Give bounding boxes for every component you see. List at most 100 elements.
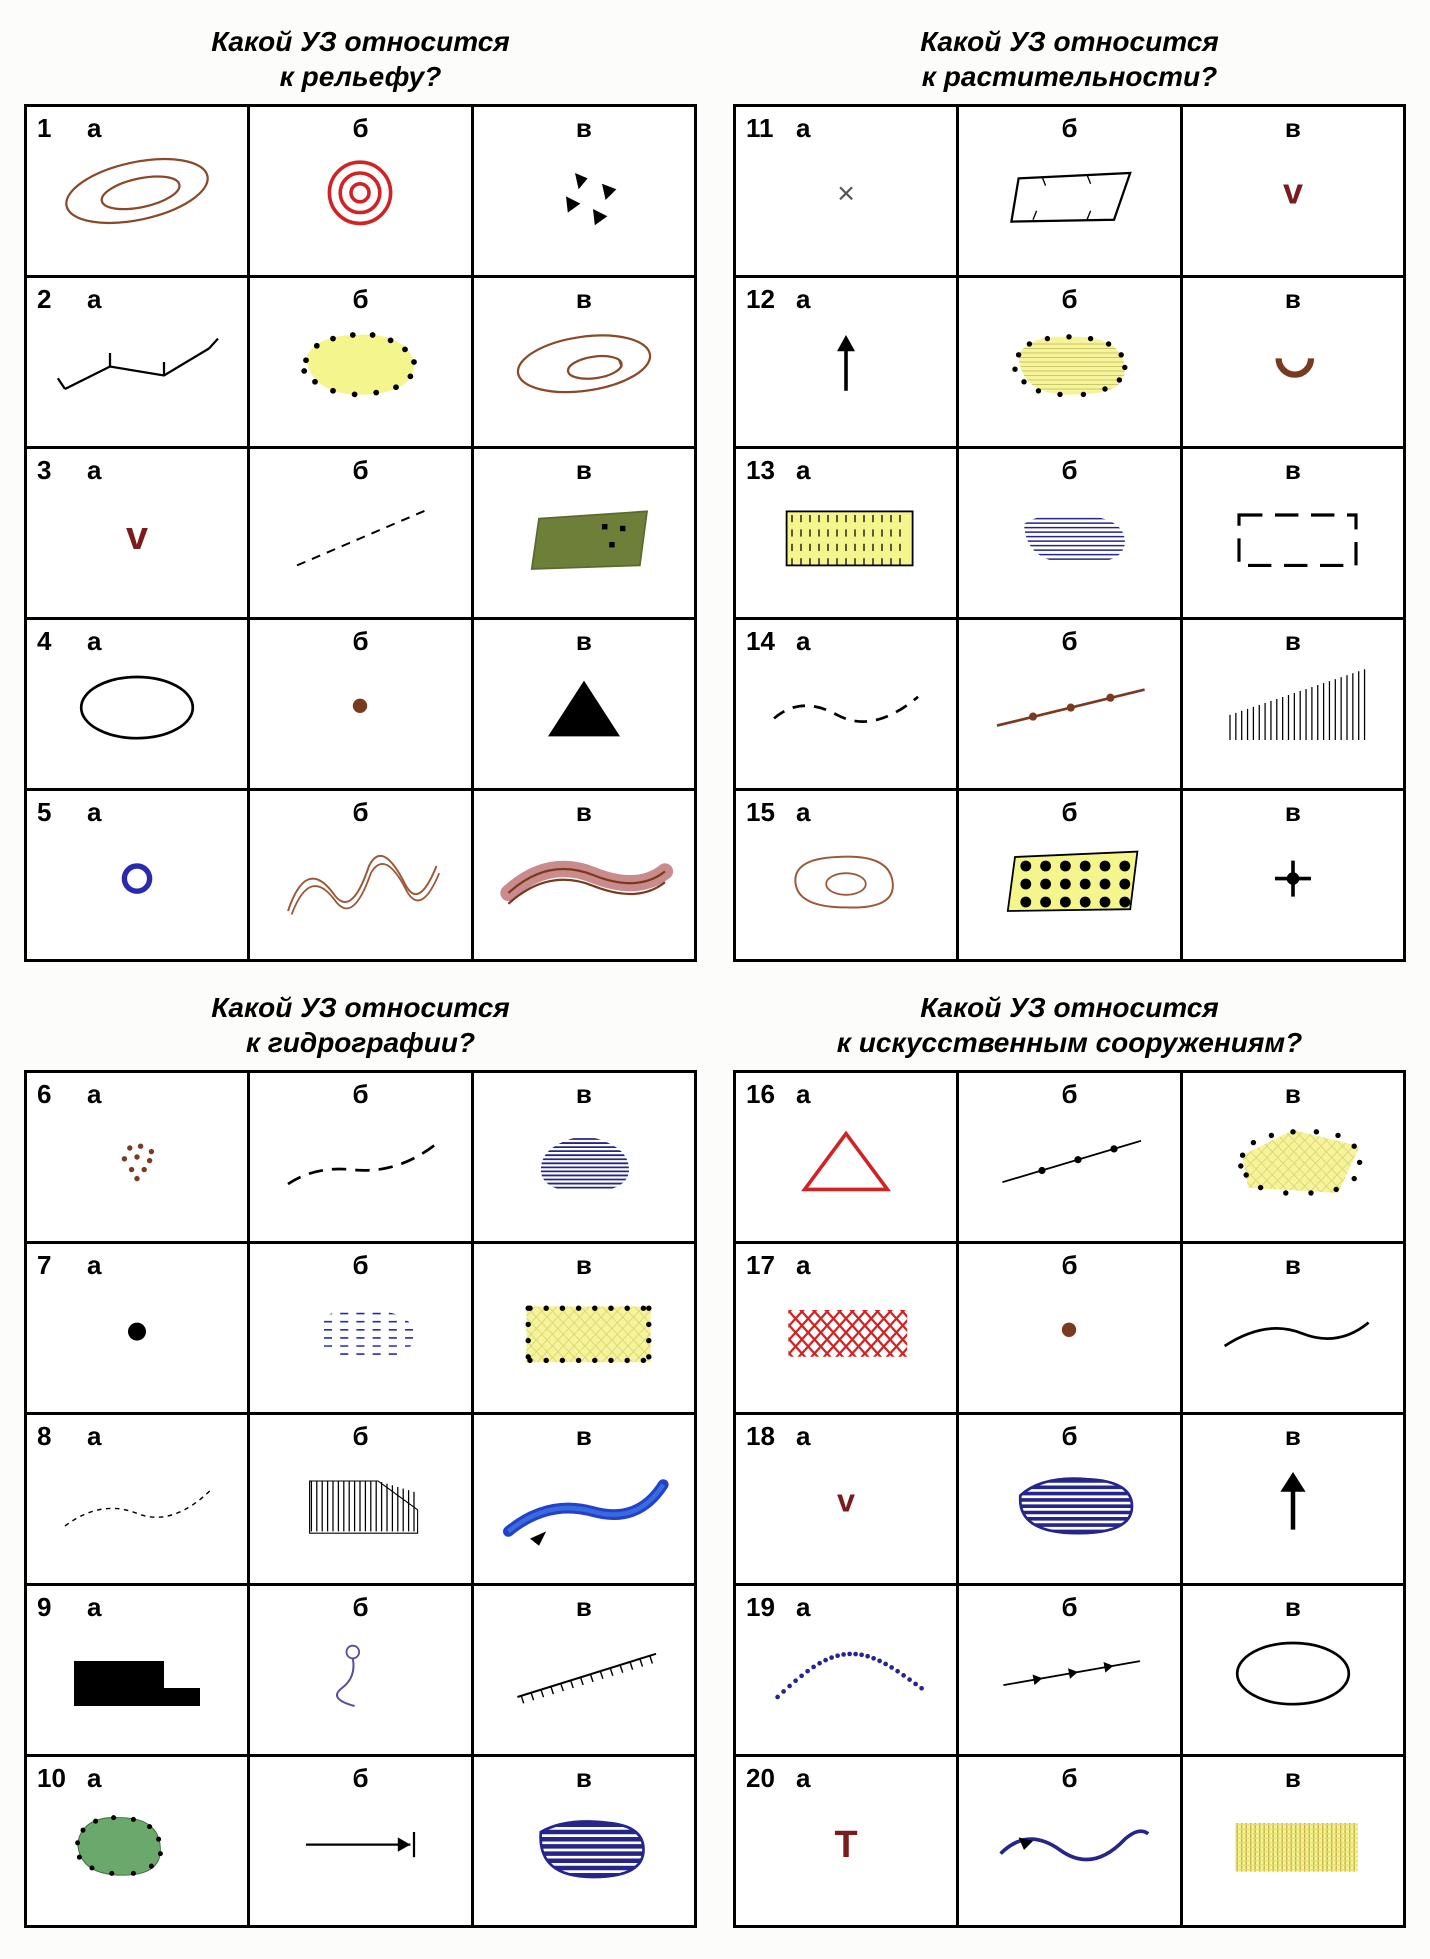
symbol-svg	[494, 478, 674, 588]
symbol-brown-dot-small	[959, 1244, 1179, 1412]
answer-cell: 17а	[735, 1243, 958, 1414]
symbol-svg	[494, 1273, 674, 1383]
symbol-blue-hstripe-spade	[474, 1073, 694, 1241]
symbol-svg	[270, 1786, 450, 1896]
symbol-blue-ring	[27, 791, 247, 959]
quadrant: Какой УЗ относится к растительности?11а×…	[733, 24, 1406, 962]
symbol-dashed-rect	[1183, 449, 1403, 617]
symbol-line-arrowheads	[959, 1586, 1179, 1754]
table-row: 15а бв	[735, 790, 1405, 961]
answer-cell: б	[958, 619, 1181, 790]
symbol-svg	[494, 1615, 674, 1725]
answer-cell: б	[249, 790, 472, 961]
answer-cell: б	[958, 1414, 1181, 1585]
quadrant-title: Какой УЗ относится к рельефу?	[24, 24, 697, 94]
answer-cell: 3аv	[26, 448, 249, 619]
answer-cell: 12а	[735, 277, 958, 448]
symbol-brown-v-small: v	[736, 1415, 956, 1583]
symbol-svg	[270, 136, 450, 246]
answer-cell: в	[1181, 448, 1404, 619]
symbol-svg: v	[1203, 136, 1383, 246]
symbol-outline-trapezoid-ticks	[959, 107, 1179, 275]
answer-cell: 13а	[735, 448, 958, 619]
svg-text:v: v	[126, 514, 148, 558]
symbol-svg	[494, 649, 674, 759]
symbol-black-ellipse-outline	[1183, 1586, 1403, 1754]
symbol-brown-line-dots	[959, 620, 1179, 788]
symbol-svg	[1203, 1786, 1383, 1896]
symbol-svg	[979, 820, 1159, 930]
table-row: 9абв	[26, 1585, 696, 1756]
symbol-svg	[494, 1102, 674, 1212]
answer-cell: в	[472, 1072, 695, 1243]
symbol-brown-dot-small	[250, 620, 470, 788]
table-row: 3аvбв	[26, 448, 696, 619]
symbol-svg	[494, 307, 674, 417]
symbol-black-arrow-up-thick	[1183, 1415, 1403, 1583]
quadrant-title: Какой УЗ относится к растительности?	[733, 24, 1406, 94]
answer-cell: 4а	[26, 619, 249, 790]
answer-cell: б	[958, 106, 1181, 277]
symbol-svg: v	[756, 1444, 936, 1554]
symbol-svg	[270, 1615, 450, 1725]
symbol-svg	[756, 1615, 936, 1725]
symbol-red-crosshatch-rect	[736, 1244, 956, 1412]
symbol-svg	[979, 649, 1159, 759]
answer-cell: б	[249, 1756, 472, 1927]
symbol-svg	[979, 136, 1159, 246]
table-row: 8абв	[26, 1414, 696, 1585]
answer-cell: б	[249, 106, 472, 277]
question-grid: 11а×б вv12аб в13абв14аб в15а бв	[733, 104, 1406, 962]
symbol-svg	[270, 1444, 450, 1554]
answer-cell: 7а	[26, 1243, 249, 1414]
symbol-blue-river-arrow	[474, 1415, 694, 1583]
answer-cell: в	[1181, 1072, 1404, 1243]
symbol-svg	[47, 820, 227, 930]
answer-cell: в	[1181, 790, 1404, 961]
symbol-yellow-quad-dots	[1183, 1073, 1403, 1241]
symbol-blue-dash-cloud	[250, 1244, 470, 1412]
symbol-fine-dashed-curve	[27, 1415, 247, 1583]
answer-cell: в	[472, 1243, 695, 1414]
answer-cell: 20аT	[735, 1756, 958, 1927]
answer-cell: б	[249, 448, 472, 619]
symbol-svg	[270, 1102, 450, 1212]
answer-cell: в	[1181, 277, 1404, 448]
symbol-darkred-v: v	[1183, 107, 1403, 275]
table-row: 6абв	[26, 1072, 696, 1243]
answer-cell: б	[958, 1243, 1181, 1414]
symbol-svg	[1203, 649, 1383, 759]
symbol-line-with-ticks	[474, 1586, 694, 1754]
answer-cell: в	[1181, 1756, 1404, 1927]
symbol-svg: ×	[756, 136, 936, 246]
symbol-black-dashed-curve	[736, 620, 956, 788]
answer-cell: 19а	[735, 1585, 958, 1756]
symbol-arrow-right-bar	[250, 1757, 470, 1925]
table-row: 18аvб в	[735, 1414, 1405, 1585]
answer-cell: в	[472, 1414, 695, 1585]
symbol-svg	[270, 307, 450, 417]
symbol-purple-squiggle	[250, 1586, 470, 1754]
answer-cell: в	[472, 448, 695, 619]
svg-text:v: v	[1283, 171, 1303, 212]
symbol-brown-wavy-river	[250, 791, 470, 959]
symbol-olive-trapezoid-dots	[474, 449, 694, 617]
question-grid: 16абв 17абв18аvб в19абв20аTбв	[733, 1070, 1406, 1928]
symbol-yellow-rect-crosshatch	[474, 1244, 694, 1412]
answer-cell: в	[1181, 1414, 1404, 1585]
symbol-line-with-3dots	[959, 1073, 1179, 1241]
answer-cell: 1а	[26, 106, 249, 277]
answer-cell: б	[958, 277, 1181, 448]
symbol-black-smooth-curve	[1183, 1244, 1403, 1412]
symbol-svg	[47, 1102, 227, 1212]
table-row: 11а×б вv	[735, 106, 1405, 277]
symbol-svg	[1203, 478, 1383, 588]
answer-cell: 15а	[735, 790, 958, 961]
table-row: 17абв	[735, 1243, 1405, 1414]
answer-cell: 14а	[735, 619, 958, 790]
symbol-svg	[494, 820, 674, 930]
symbol-svg	[47, 307, 227, 417]
quadrant-title: Какой УЗ относится к искусственным соору…	[733, 990, 1406, 1060]
symbol-svg	[756, 649, 936, 759]
svg-text:×: ×	[837, 177, 855, 211]
